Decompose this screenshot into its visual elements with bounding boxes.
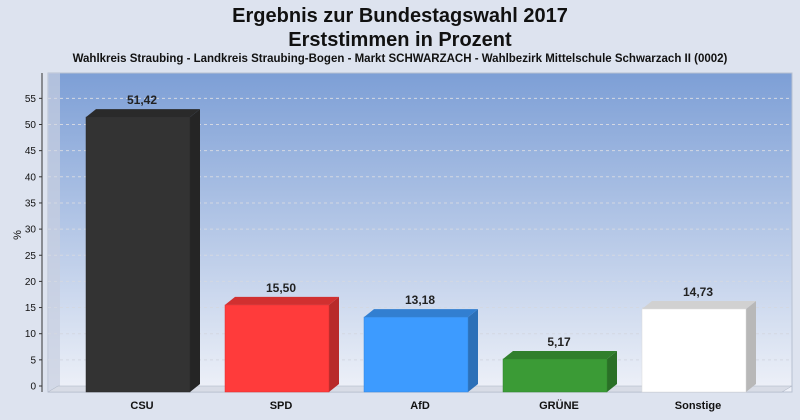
y-tick-label: 15	[25, 303, 37, 314]
y-tick-label: 5	[30, 355, 36, 366]
bar-afd: 13,18	[363, 293, 478, 393]
x-tick-label: CSU	[130, 400, 153, 412]
bar-front	[85, 116, 191, 393]
data-label: 51,42	[127, 93, 157, 107]
bar-front	[363, 316, 469, 393]
bar-top	[225, 296, 339, 305]
bar-spd: 15,50	[224, 281, 339, 393]
y-tick-label: 45	[25, 146, 37, 157]
bar-front	[502, 358, 608, 393]
data-label: 15,50	[266, 281, 296, 295]
bar-side	[607, 350, 617, 392]
chart-title-line2: Erststimmen in Prozent	[288, 29, 512, 51]
y-tick-label: 25	[25, 251, 37, 262]
bar-grüne: 5,17	[502, 335, 617, 393]
x-axis: CSU SPD AfD GRÜNE Sonstige	[130, 399, 721, 412]
bar-top	[364, 309, 478, 318]
bar-sonstige: 14,73	[641, 285, 756, 393]
x-tick-label: SPD	[270, 400, 293, 412]
bar-top	[503, 350, 617, 359]
data-label: 5,17	[547, 335, 571, 349]
y-tick-label: 0	[30, 382, 36, 393]
bar-top	[642, 300, 756, 309]
bar-front	[224, 304, 330, 393]
y-tick-label: 10	[25, 329, 37, 340]
plot-side-wall	[48, 73, 60, 392]
y-tick-label: 20	[25, 277, 37, 288]
y-axis: 0 5 10 15 20 25 30 35 40 45 50 55	[25, 73, 43, 393]
y-tick-label: 55	[25, 94, 37, 105]
x-tick-label: Sonstige	[675, 400, 721, 412]
x-tick-label: GRÜNE	[539, 399, 579, 412]
bar-side	[329, 296, 339, 392]
bars: 51,42 15,50 13,18 5,17 14,73	[85, 93, 756, 393]
chart-title: Ergebnis zur Bundestagswahl 2017	[232, 5, 568, 27]
bar-side	[746, 300, 756, 392]
chart-subtitle: Wahlkreis Straubing - Landkreis Straubin…	[72, 53, 728, 65]
bar-csu: 51,42	[85, 93, 200, 393]
y-tick-label: 40	[25, 172, 37, 183]
bar-side	[190, 109, 200, 393]
x-tick-label: AfD	[410, 400, 430, 412]
data-label: 14,73	[683, 285, 713, 299]
y-axis-label: %	[12, 230, 24, 240]
bar-front	[641, 308, 747, 393]
bar-top	[86, 109, 200, 118]
y-tick-label: 35	[25, 198, 37, 209]
y-tick-label: 50	[25, 120, 37, 131]
bar-side	[468, 309, 478, 392]
data-label: 13,18	[405, 293, 435, 307]
y-tick-label: 30	[25, 225, 37, 236]
